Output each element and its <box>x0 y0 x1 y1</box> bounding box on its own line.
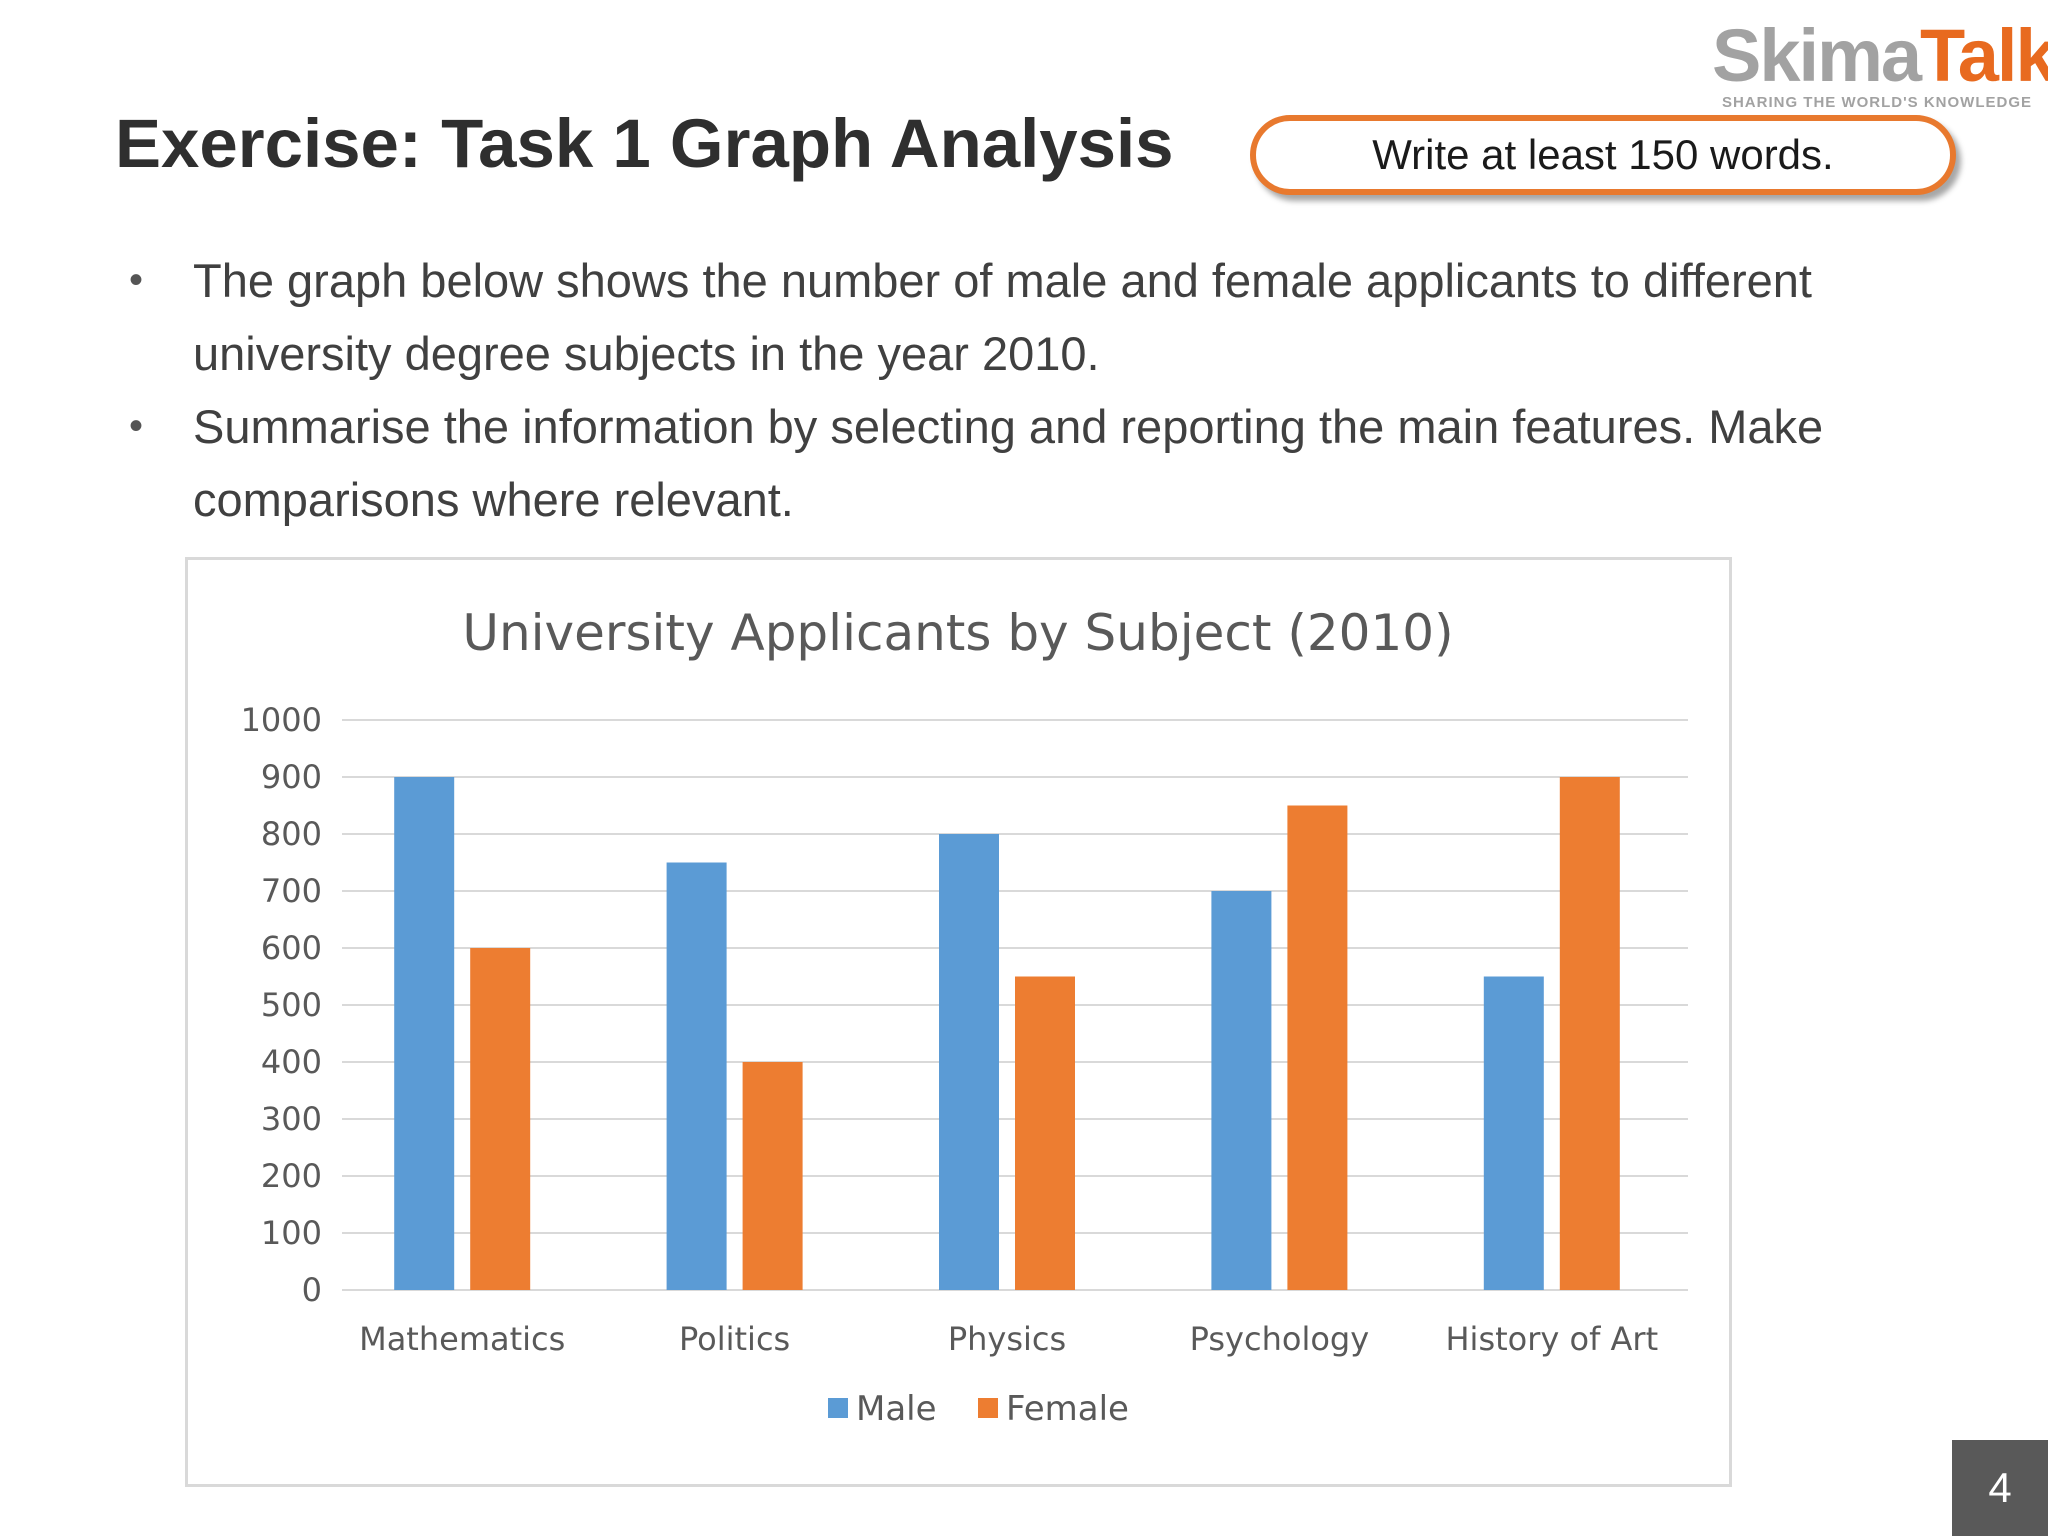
instruction-bullet: • The graph below shows the number of ma… <box>125 244 1985 390</box>
x-tick-label: Mathematics <box>359 1320 565 1358</box>
legend-swatch-male <box>828 1398 848 1418</box>
y-tick-label: 200 <box>261 1157 322 1195</box>
x-tick-label: History of Art <box>1445 1320 1658 1358</box>
bar-male <box>939 834 999 1290</box>
logo-wordmark: SkimaTalk <box>1712 19 2048 93</box>
bullet-icon: • <box>129 404 144 448</box>
bar-female <box>1015 976 1075 1290</box>
page-number: 4 <box>1952 1440 2048 1536</box>
bars <box>394 777 1620 1290</box>
chart-title: University Applicants by Subject (2010) <box>462 604 1453 662</box>
chart-frame: University Applicants by Subject (2010) … <box>185 557 1732 1487</box>
y-tick-label: 700 <box>261 872 322 910</box>
bar-female <box>1287 805 1348 1290</box>
instruction-text: Summarise the information by selecting a… <box>193 400 1824 526</box>
y-tick-label: 0 <box>302 1271 322 1309</box>
x-axis-labels: Mathematics Politics Physics Psychology Hist… <box>359 1320 1658 1358</box>
skimatalk-logo: SkimaTalk SHARING THE WORLD'S KNOWLEDGE <box>1712 19 2048 112</box>
instruction-text: The graph below shows the number of male… <box>193 254 1812 380</box>
logo-skima-text: Skima <box>1712 14 1922 97</box>
bar-chart: University Applicants by Subject (2010) … <box>241 604 1688 1429</box>
instruction-bullet: • Summarise the information by selecting… <box>125 390 1985 536</box>
x-tick-label: Physics <box>948 1320 1066 1358</box>
bar-male <box>1211 891 1272 1290</box>
bar-male <box>394 777 455 1290</box>
x-tick-label: Psychology <box>1190 1320 1370 1358</box>
legend: Male Female <box>828 1389 1129 1429</box>
bar-male <box>1483 976 1544 1290</box>
bar-male <box>666 862 727 1290</box>
bar-female <box>470 948 531 1290</box>
y-tick-label: 900 <box>261 758 322 796</box>
word-requirement-box: Write at least 150 words. <box>1250 115 1956 195</box>
y-tick-label: 500 <box>261 986 322 1024</box>
x-tick-label: Politics <box>679 1320 790 1358</box>
instruction-list: • The graph below shows the number of ma… <box>125 244 1985 536</box>
legend-label: Female <box>1006 1389 1129 1429</box>
y-axis-ticks: 0 100 200 300 400 500 600 700 800 900 1000 <box>241 701 322 1309</box>
bar-female <box>742 1062 803 1290</box>
slide-title: Exercise: Task 1 Graph Analysis <box>115 105 1174 182</box>
legend-label: Male <box>856 1389 937 1429</box>
logo-tagline: SHARING THE WORLD'S KNOWLEDGE <box>1721 94 2032 111</box>
y-tick-label: 100 <box>261 1214 322 1252</box>
y-tick-label: 800 <box>261 815 322 853</box>
word-requirement-text: Write at least 150 words. <box>1372 131 1834 178</box>
bar-female <box>1559 777 1620 1290</box>
legend-swatch-female <box>978 1398 998 1418</box>
y-tick-label: 600 <box>261 929 322 967</box>
y-tick-label: 1000 <box>241 701 322 739</box>
y-tick-label: 300 <box>261 1100 322 1138</box>
y-tick-label: 400 <box>261 1043 322 1081</box>
bullet-icon: • <box>129 258 144 302</box>
logo-talk-text: Talk <box>1920 14 2048 97</box>
